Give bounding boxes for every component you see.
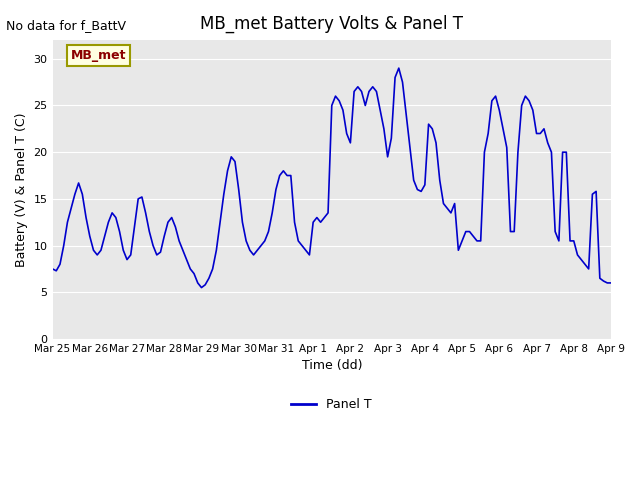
Title: MB_met Battery Volts & Panel T: MB_met Battery Volts & Panel T	[200, 15, 463, 33]
Y-axis label: Battery (V) & Panel T (C): Battery (V) & Panel T (C)	[15, 112, 28, 267]
X-axis label: Time (dd): Time (dd)	[301, 360, 362, 372]
Legend: Panel T: Panel T	[287, 394, 377, 416]
Text: No data for f_BattV: No data for f_BattV	[6, 19, 127, 32]
Text: MB_met: MB_met	[71, 49, 127, 62]
